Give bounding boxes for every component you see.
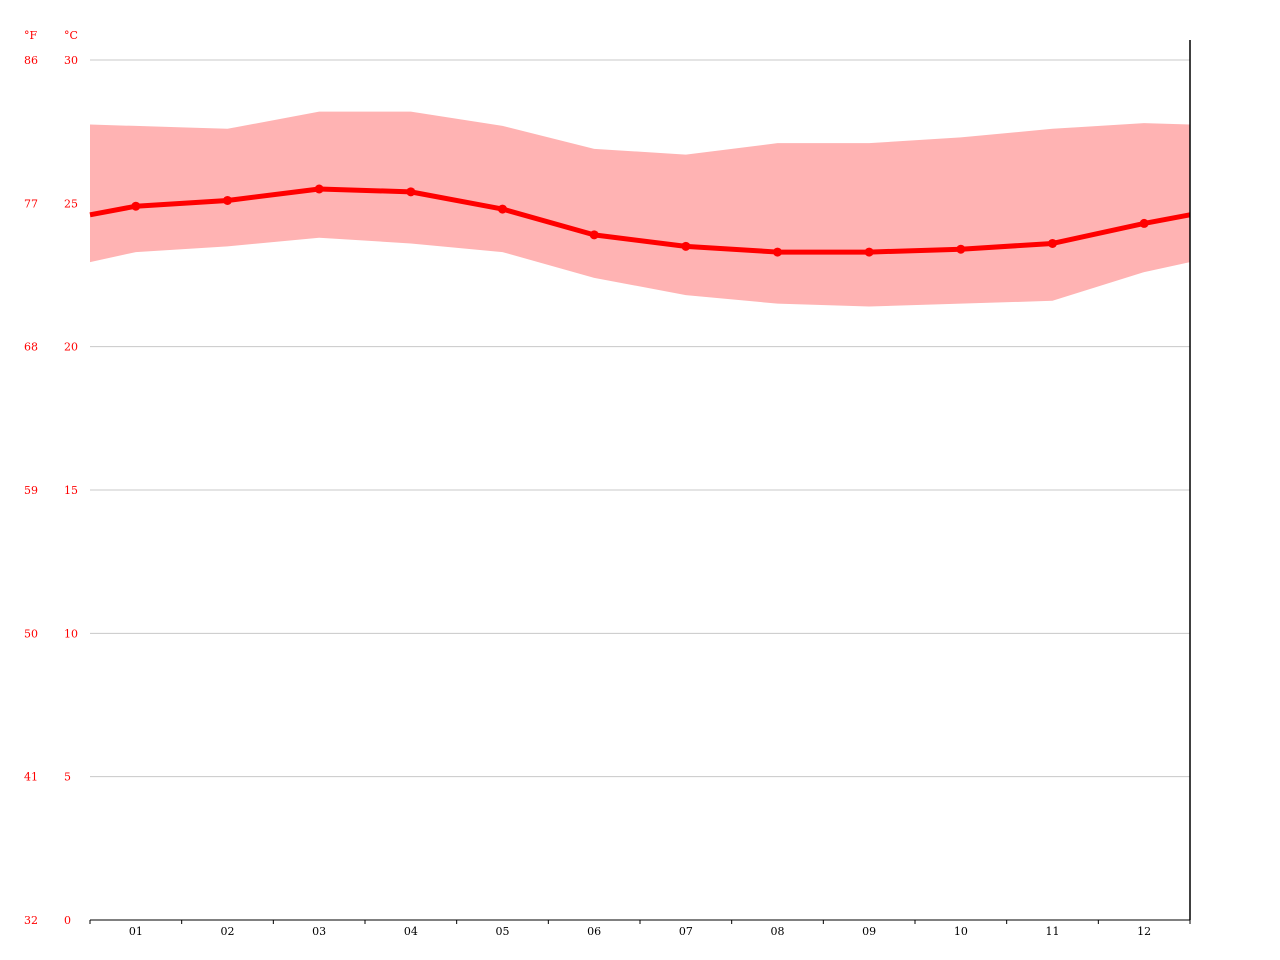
x-tick-label-06: 06 [587,925,601,938]
y-tick-celsius-20: 20 [64,341,78,354]
y-tick-celsius-15: 15 [64,484,78,497]
data-point-09 [864,247,874,257]
data-point-01 [131,201,141,211]
x-tick-label-02: 02 [221,925,235,938]
celsius-unit-label: °C [64,29,78,42]
x-tick-label-11: 11 [1046,925,1060,938]
data-point-06 [589,230,599,240]
data-point-04 [406,187,416,197]
series-line-0 [89,186,1191,255]
fahrenheit-unit-label: °F [24,29,38,42]
average-temperature-series [89,184,1191,257]
x-tick-label-07: 07 [679,925,693,938]
temperature-range-band [90,111,1190,307]
y-tick-fahrenheit-77: 77 [24,197,38,210]
y-tick-celsius-10: 10 [64,627,78,640]
y-tick-celsius-5: 5 [64,771,71,784]
x-tick-label-08: 08 [771,925,785,938]
y-tick-fahrenheit-59: 59 [24,484,38,497]
y-tick-celsius-25: 25 [64,197,78,210]
y-tick-fahrenheit-68: 68 [24,341,38,354]
x-tick-label-03: 03 [312,925,326,938]
data-point-03 [314,184,324,194]
y-tick-celsius-30: 30 [64,54,78,67]
axes [89,40,1191,924]
x-tick-label-01: 01 [129,925,143,938]
data-point-12 [1139,218,1149,228]
data-point-11 [1048,238,1057,248]
x-tick-label-05: 05 [496,925,510,938]
x-tick-label-10: 10 [954,925,968,938]
y-tick-fahrenheit-50: 50 [24,627,38,640]
grid-lines [90,59,1190,778]
y-tick-celsius-0: 0 [64,914,71,927]
y-tick-labels: 0 32 5 41 10 50 15 59 20 68 25 77 30 86 [24,54,78,927]
y-tick-fahrenheit-41: 41 [24,771,38,784]
data-point-02 [223,195,232,205]
x-tick-labels: 01 02 03 04 05 06 07 08 09 10 11 12 [129,925,1151,938]
temperature-band-area [90,111,1190,307]
data-point-10 [956,244,966,254]
y-tick-fahrenheit-86: 86 [24,54,38,67]
y-tick-fahrenheit-32: 32 [24,914,38,927]
data-point-07 [681,241,691,251]
x-tick-label-04: 04 [404,925,418,938]
data-point-05 [498,204,507,214]
x-tick-label-12: 12 [1137,925,1151,938]
data-point-08 [773,247,782,257]
x-tick-label-09: 09 [862,925,876,938]
